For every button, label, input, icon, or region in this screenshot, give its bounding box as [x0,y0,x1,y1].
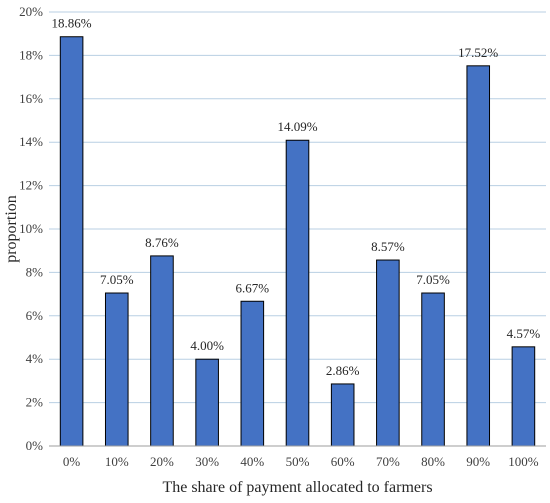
bar [240,300,265,447]
y-tick-label: 20% [19,4,43,19]
bar [511,346,536,447]
data-label: 17.52% [458,45,498,60]
x-tick-label: 10% [105,454,129,469]
data-label: 2.86% [326,363,360,378]
bar [466,65,491,447]
bar [421,292,445,447]
y-axis-ticks: 0% 2% 4% 6% 8% 10% 12% 14% 16% 18% 20% [19,4,43,453]
data-labels: 18.86% 7.05% 8.76% 4.00% 6.67% 14.09% 2.86% 8.5… [52,16,541,378]
data-label: 8.76% [145,235,179,250]
bar [104,292,129,447]
data-label: 4.00% [190,338,224,353]
data-label: 7.05% [100,272,134,287]
y-tick-label: 18% [19,47,43,62]
data-label: 8.57% [371,239,405,254]
x-axis-title: The share of payment allocated to farmer… [162,479,432,496]
y-tick-label: 6% [26,308,44,323]
bar [376,259,400,447]
y-tick-label: 16% [19,91,43,106]
bar [150,255,174,447]
x-tick-label: 60% [331,454,355,469]
x-tick-label: 20% [150,454,174,469]
data-label: 18.86% [52,16,92,31]
x-tick-label: 100% [508,454,539,469]
bar [285,139,310,447]
x-axis-ticks: 0% 10% 20% 30% 40% 50% 60% 70% 80% 90% 100% [63,454,539,469]
bars [59,36,536,447]
y-axis-title: proportion [3,195,20,263]
x-tick-label: 80% [421,454,445,469]
y-tick-label: 14% [19,134,43,149]
x-tick-label: 40% [240,454,264,469]
x-tick-label: 90% [466,454,490,469]
y-tick-label: 4% [26,351,44,366]
y-tick-label: 10% [19,221,43,236]
data-label: 14.09% [277,119,317,134]
data-label: 7.05% [416,272,450,287]
x-tick-label: 30% [195,454,219,469]
x-tick-label: 70% [376,454,400,469]
y-tick-label: 0% [26,438,44,453]
data-label: 6.67% [236,280,270,295]
bar [195,358,219,447]
y-tick-label: 8% [26,264,44,279]
bar [330,383,355,447]
y-tick-label: 12% [19,178,43,193]
data-label: 4.57% [507,326,541,341]
x-tick-label: 50% [286,454,310,469]
bar [59,36,84,447]
y-tick-label: 2% [26,395,44,410]
x-tick-label: 0% [63,454,81,469]
